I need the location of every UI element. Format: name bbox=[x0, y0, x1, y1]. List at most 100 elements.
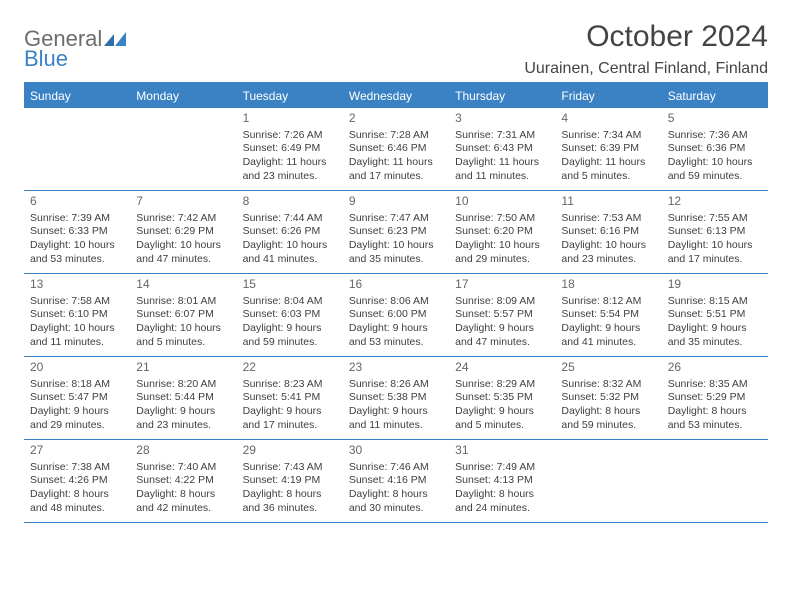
day-cell: 10Sunrise: 7:50 AMSunset: 6:20 PMDayligh… bbox=[449, 191, 555, 273]
day-cell: 30Sunrise: 7:46 AMSunset: 4:16 PMDayligh… bbox=[343, 440, 449, 522]
sunrise-text: Sunrise: 8:06 AM bbox=[349, 295, 443, 309]
day-number: 16 bbox=[349, 277, 443, 293]
title-block: October 2024 Uurainen, Central Finland, … bbox=[524, 20, 768, 78]
dayname-thu: Thursday bbox=[449, 84, 555, 108]
sunrise-text: Sunrise: 8:29 AM bbox=[455, 378, 549, 392]
sunset-text: Sunset: 6:07 PM bbox=[136, 308, 230, 322]
day-cell: 24Sunrise: 8:29 AMSunset: 5:35 PMDayligh… bbox=[449, 357, 555, 439]
sunset-text: Sunset: 6:16 PM bbox=[561, 225, 655, 239]
dayname-sat: Saturday bbox=[662, 84, 768, 108]
daylight-text: Daylight: 8 hours bbox=[561, 405, 655, 419]
daylight-text: and 11 minutes. bbox=[349, 419, 443, 433]
week-row: 20Sunrise: 8:18 AMSunset: 5:47 PMDayligh… bbox=[24, 357, 768, 440]
day-cell: 19Sunrise: 8:15 AMSunset: 5:51 PMDayligh… bbox=[662, 274, 768, 356]
daylight-text: and 41 minutes. bbox=[561, 336, 655, 350]
sunset-text: Sunset: 6:13 PM bbox=[668, 225, 762, 239]
day-number: 26 bbox=[668, 360, 762, 376]
daylight-text: Daylight: 10 hours bbox=[30, 322, 124, 336]
sunset-text: Sunset: 5:32 PM bbox=[561, 391, 655, 405]
daylight-text: and 53 minutes. bbox=[349, 336, 443, 350]
sunrise-text: Sunrise: 7:38 AM bbox=[30, 461, 124, 475]
week-row: 6 Sunrise: 7:39 AMSunset: 6:33 PM Daylight… bbox=[24, 191, 768, 274]
day-cell: 23Sunrise: 8:26 AMSunset: 5:38 PMDayligh… bbox=[343, 357, 449, 439]
day-number: 11 bbox=[561, 194, 655, 210]
sunrise-text: Sunrise: 7:31 AM bbox=[455, 129, 549, 143]
sunset-text: Sunset: 5:57 PM bbox=[455, 308, 549, 322]
sunrise-text: Sunrise: 8:35 AM bbox=[668, 378, 762, 392]
daylight-text: and 53 minutes. bbox=[30, 253, 124, 267]
sunrise-text: Sunrise: 7:39 AM bbox=[30, 212, 124, 226]
daylight-text: Daylight: 10 hours bbox=[136, 239, 230, 253]
day-number: 30 bbox=[349, 443, 443, 459]
day-cell: 11Sunrise: 7:53 AMSunset: 6:16 PMDayligh… bbox=[555, 191, 661, 273]
daylight-text: and 11 minutes. bbox=[30, 336, 124, 350]
daylight-text: Daylight: 10 hours bbox=[668, 156, 762, 170]
sunset-text: Sunset: 6:00 PM bbox=[349, 308, 443, 322]
day-number: 4 bbox=[561, 111, 655, 127]
sunset-text: Sunset: 5:44 PM bbox=[136, 391, 230, 405]
sunset-text: Sunset: 6:39 PM bbox=[561, 142, 655, 156]
daylight-text: Daylight: 9 hours bbox=[455, 322, 549, 336]
sunrise-text: Sunrise: 8:15 AM bbox=[668, 295, 762, 309]
sunrise-text: Sunrise: 7:50 AM bbox=[455, 212, 549, 226]
day-number: 6 bbox=[30, 194, 124, 210]
day-number: 14 bbox=[136, 277, 230, 293]
day-cell: 29Sunrise: 7:43 AMSunset: 4:19 PMDayligh… bbox=[237, 440, 343, 522]
daylight-text: and 35 minutes. bbox=[349, 253, 443, 267]
sunset-text: Sunset: 6:23 PM bbox=[349, 225, 443, 239]
day-number: 22 bbox=[243, 360, 337, 376]
sunrise-text: Sunrise: 7:49 AM bbox=[455, 461, 549, 475]
dayname-wed: Wednesday bbox=[343, 84, 449, 108]
sunrise-text: Sunrise: 8:12 AM bbox=[561, 295, 655, 309]
sunset-text: Sunset: 5:51 PM bbox=[668, 308, 762, 322]
sunrise-text: Sunrise: 7:58 AM bbox=[30, 295, 124, 309]
day-cell: 25Sunrise: 8:32 AMSunset: 5:32 PMDayligh… bbox=[555, 357, 661, 439]
daylight-text: and 41 minutes. bbox=[243, 253, 337, 267]
sunset-text: Sunset: 4:22 PM bbox=[136, 474, 230, 488]
daylight-text: and 23 minutes. bbox=[561, 253, 655, 267]
day-cell: 5Sunrise: 7:36 AMSunset: 6:36 PMDaylight… bbox=[662, 108, 768, 190]
daylight-text: and 35 minutes. bbox=[668, 336, 762, 350]
sunrise-text: Sunrise: 7:46 AM bbox=[349, 461, 443, 475]
sunset-text: Sunset: 4:19 PM bbox=[243, 474, 337, 488]
sunset-text: Sunset: 6:10 PM bbox=[30, 308, 124, 322]
daylight-text: and 24 minutes. bbox=[455, 502, 549, 516]
day-cell: 26 Sunrise: 8:35 AMSunset: 5:29 PMDayligh… bbox=[662, 357, 768, 439]
day-cell: 1Sunrise: 7:26 AMSunset: 6:49 PMDaylight… bbox=[237, 108, 343, 190]
sunrise-text: Sunrise: 7:44 AM bbox=[243, 212, 337, 226]
daylight-text: and 30 minutes. bbox=[349, 502, 443, 516]
day-cell: 13Sunrise: 7:58 AMSunset: 6:10 PMDayligh… bbox=[24, 274, 130, 356]
daylight-text: and 23 minutes. bbox=[136, 419, 230, 433]
daylight-text: Daylight: 10 hours bbox=[349, 239, 443, 253]
sunset-text: Sunset: 5:29 PM bbox=[668, 391, 762, 405]
empty-cell bbox=[662, 440, 768, 522]
sunset-text: Sunset: 6:43 PM bbox=[455, 142, 549, 156]
week-row: 13Sunrise: 7:58 AMSunset: 6:10 PMDayligh… bbox=[24, 274, 768, 357]
daylight-text: and 5 minutes. bbox=[455, 419, 549, 433]
day-cell: 6Sunrise: 7:39 AMSunset: 6:33 PMDaylight… bbox=[24, 191, 130, 273]
day-cell: 22Sunrise: 8:23 AMSunset: 5:41 PMDayligh… bbox=[237, 357, 343, 439]
empty-cell bbox=[130, 108, 236, 190]
sunset-text: Sunset: 6:33 PM bbox=[30, 225, 124, 239]
day-cell: 7Sunrise: 7:42 AMSunset: 6:29 PMDaylight… bbox=[130, 191, 236, 273]
daylight-text: Daylight: 8 hours bbox=[668, 405, 762, 419]
daylight-text: Daylight: 9 hours bbox=[668, 322, 762, 336]
sunrise-text: Sunrise: 8:20 AM bbox=[136, 378, 230, 392]
daylight-text: and 29 minutes. bbox=[30, 419, 124, 433]
day-cell: 18Sunrise: 8:12 AMSunset: 5:54 PMDayligh… bbox=[555, 274, 661, 356]
daylight-text: Daylight: 9 hours bbox=[136, 405, 230, 419]
week-row: 27Sunrise: 7:38 AMSunset: 4:26 PMDayligh… bbox=[24, 440, 768, 523]
sunrise-text: Sunrise: 7:47 AM bbox=[349, 212, 443, 226]
daylight-text: Daylight: 8 hours bbox=[455, 488, 549, 502]
sunrise-text: Sunrise: 7:34 AM bbox=[561, 129, 655, 143]
daylight-text: Daylight: 10 hours bbox=[136, 322, 230, 336]
month-title: October 2024 bbox=[524, 20, 768, 54]
day-number: 5 bbox=[668, 111, 762, 127]
day-number: 28 bbox=[136, 443, 230, 459]
day-number: 18 bbox=[561, 277, 655, 293]
sunrise-text: Sunrise: 8:09 AM bbox=[455, 295, 549, 309]
daylight-text: and 17 minutes. bbox=[668, 253, 762, 267]
dayname-tue: Tuesday bbox=[237, 84, 343, 108]
daylight-text: and 48 minutes. bbox=[30, 502, 124, 516]
day-number: 20 bbox=[30, 360, 124, 376]
